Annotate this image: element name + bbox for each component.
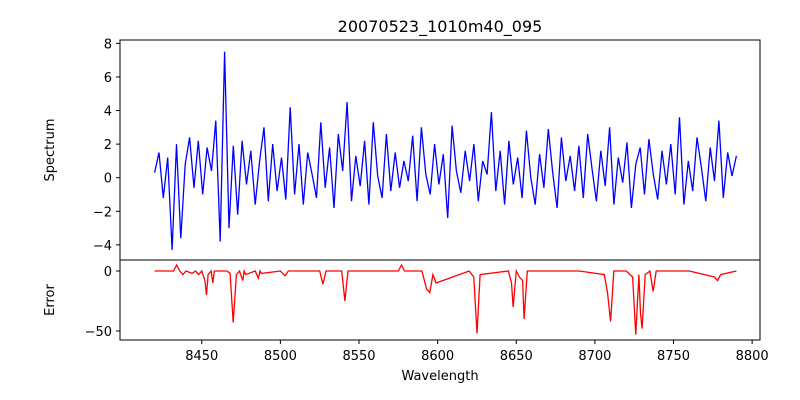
xtick-label: 8500 [264,349,297,364]
xtick-label: 8650 [500,349,533,364]
spectrum-line [153,51,738,250]
ytick-label: −50 [85,325,112,340]
spectrum-axes: −4 −2 0 2 4 6 8 [93,37,761,261]
ytick-label: 6 [104,71,112,86]
ytick-label: 0 [104,172,112,187]
spectrum-ylabel: Spectrum [43,119,58,182]
xtick-label: 8800 [736,349,769,364]
xtick-label: 8450 [185,349,218,364]
error-frame [119,259,761,341]
ytick-label: −4 [93,239,112,254]
error-axes: −50 0 8450 8500 8550 8600 8650 8700 8750 8800 [85,259,769,364]
spectrum-frame [119,39,761,261]
xlabel: Wavelength [401,369,478,384]
ytick-label: 8 [104,37,112,52]
xtick-label: 8750 [657,349,690,364]
xtick-label: 8600 [421,349,454,364]
error-ylabel: Error [43,284,58,316]
ytick-label: −2 [93,205,112,220]
xtick-label: 8700 [578,349,611,364]
ytick-label: 2 [104,138,112,153]
chart-title: 20070523_1010m40_095 [338,17,543,37]
ytick-label: 4 [104,105,112,120]
xtick-label: 8550 [342,349,375,364]
error-line [154,263,737,335]
ytick-label: 0 [104,265,112,280]
